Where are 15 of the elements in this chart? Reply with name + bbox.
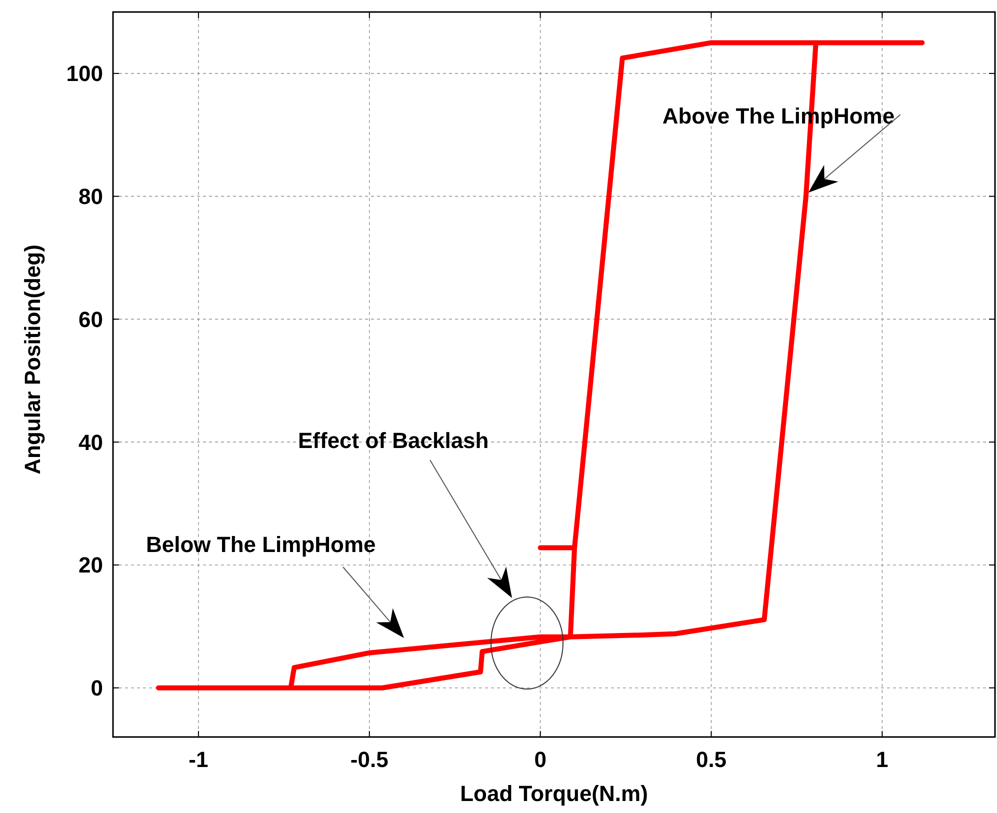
x-axis-title: Load Torque(N.m) <box>460 781 648 806</box>
annotation: Below The LimpHome <box>146 532 376 557</box>
y-tick-label: 0 <box>90 676 103 701</box>
x-tick-label: -0.5 <box>350 747 388 772</box>
y-tick-label: 40 <box>78 430 103 455</box>
x-tick-label: 0.5 <box>696 747 727 772</box>
y-tick-label: 20 <box>78 552 103 578</box>
x-tick-label: 0 <box>534 747 546 772</box>
annotation: Effect of Backlash <box>298 428 489 453</box>
x-tick-label: 1 <box>876 747 888 772</box>
y-axis-title: Angular Position(deg) <box>20 244 45 474</box>
y-tick-label: 80 <box>78 184 103 210</box>
y-tick-label: 60 <box>78 306 103 332</box>
x-tick-label: -1 <box>188 747 208 772</box>
y-tick-label: 100 <box>66 61 103 86</box>
